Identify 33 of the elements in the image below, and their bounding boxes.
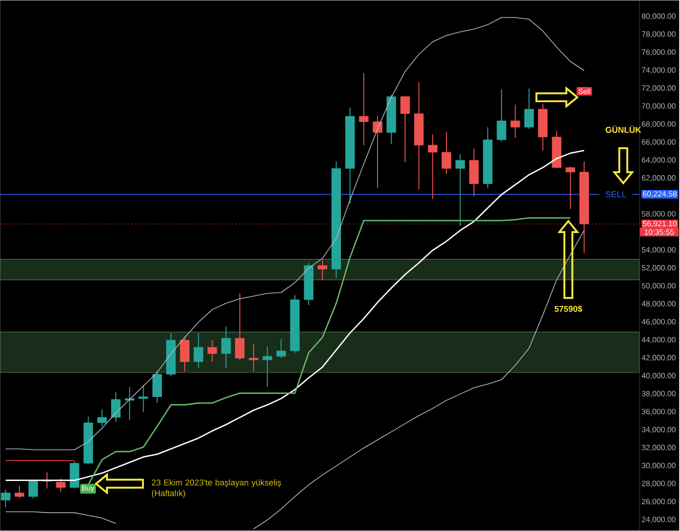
text: GÜNLÜK bbox=[606, 126, 642, 133]
candlestick bbox=[208, 340, 217, 362]
candlestick bbox=[262, 346, 272, 388]
candlestick bbox=[97, 408, 107, 427]
candlestick bbox=[248, 343, 258, 372]
candlestick bbox=[0, 488, 10, 508]
candlestick bbox=[428, 134, 438, 200]
candlestick bbox=[318, 260, 328, 280]
candlestick bbox=[180, 336, 190, 372]
candlestick bbox=[469, 148, 479, 197]
annotation: 23 Ekim 2023'te başlayan yükseliş (Haftalık) bbox=[152, 479, 282, 498]
ref-line-label: SELL bbox=[606, 191, 626, 198]
candlestick bbox=[56, 478, 66, 492]
annotation: 57590$ bbox=[554, 306, 582, 312]
candlestick bbox=[276, 338, 286, 359]
candlestick bbox=[221, 326, 231, 368]
candlestick bbox=[28, 480, 38, 499]
candlestick bbox=[111, 392, 121, 422]
candlestick bbox=[455, 154, 465, 226]
candlestick bbox=[194, 332, 204, 368]
candlestick bbox=[566, 166, 576, 210]
candlestick bbox=[400, 96, 410, 163]
candlestick bbox=[14, 485, 24, 499]
candlestick bbox=[152, 370, 162, 404]
candlestick bbox=[235, 292, 245, 360]
candlestick bbox=[124, 386, 134, 421]
candlestick bbox=[524, 88, 534, 130]
candlestick bbox=[442, 131, 452, 174]
candlestick bbox=[510, 104, 520, 138]
candlestick bbox=[359, 72, 369, 146]
candlestick bbox=[372, 114, 382, 189]
candlestick bbox=[496, 88, 506, 142]
candlestick bbox=[138, 384, 148, 412]
